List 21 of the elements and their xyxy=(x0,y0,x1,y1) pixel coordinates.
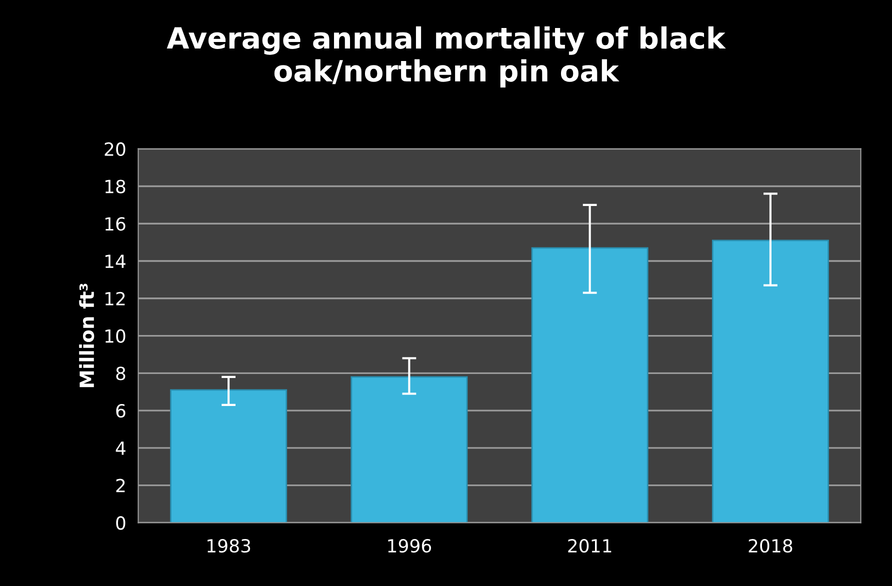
chart-title: Average annual mortality of black oak/northern pin oak xyxy=(166,26,726,88)
y-tick-label: 6 xyxy=(116,404,126,418)
bar xyxy=(350,376,468,523)
x-tick-label: 1983 xyxy=(208,539,250,553)
y-tick-label: 0 xyxy=(116,516,126,530)
bar xyxy=(170,389,288,523)
y-tick-label: 8 xyxy=(116,366,126,380)
y-tick-label: 12 xyxy=(105,292,125,306)
y-tick-label: 20 xyxy=(104,142,126,156)
x-tick-label: 1996 xyxy=(388,539,432,553)
x-tick-label: 2018 xyxy=(748,539,792,553)
y-tick-label: 4 xyxy=(116,442,126,455)
bar xyxy=(712,240,829,523)
y-axis-title: Million ft³ xyxy=(79,284,94,388)
bar xyxy=(531,247,648,523)
y-tick-label: 14 xyxy=(105,254,126,268)
y-tick-label: 18 xyxy=(105,180,126,194)
x-tick-label: 2011 xyxy=(568,539,612,553)
y-tick-label: 16 xyxy=(105,217,126,231)
y-tick-label: 10 xyxy=(105,329,126,343)
y-tick-label: 2 xyxy=(116,478,125,492)
